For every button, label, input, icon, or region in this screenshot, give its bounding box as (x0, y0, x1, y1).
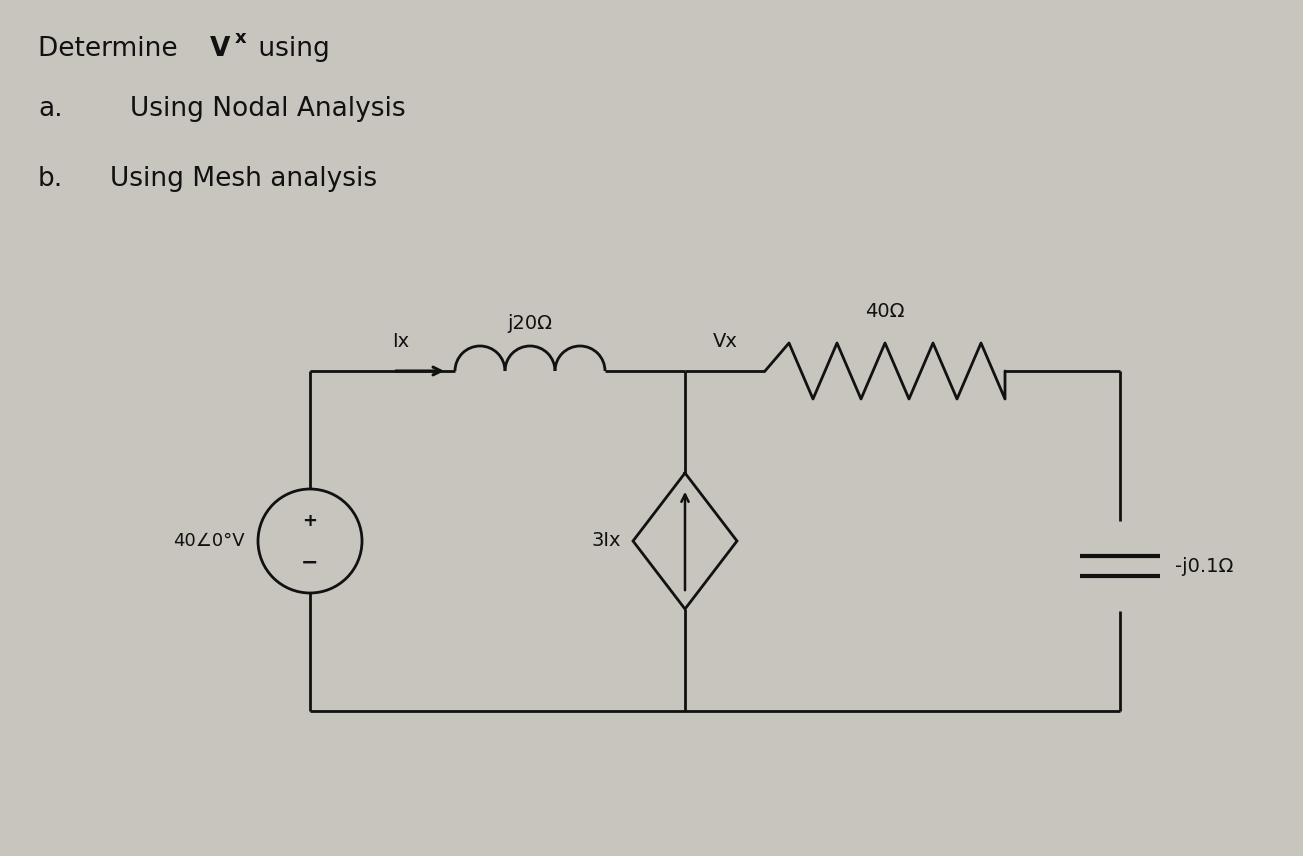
Text: V: V (210, 36, 231, 62)
Text: Vx: Vx (713, 332, 737, 351)
Text: using: using (250, 36, 330, 62)
Text: -j0.1Ω: -j0.1Ω (1175, 556, 1234, 575)
Text: 40∠0°V: 40∠0°V (173, 532, 245, 550)
Text: Ix: Ix (392, 332, 409, 351)
Text: −: − (301, 553, 319, 573)
Text: b.: b. (38, 166, 64, 192)
Text: a.: a. (38, 96, 63, 122)
Text: Determine: Determine (38, 36, 186, 62)
Text: x: x (235, 29, 246, 47)
Text: Using Nodal Analysis: Using Nodal Analysis (130, 96, 405, 122)
Text: +: + (302, 512, 318, 530)
Text: j20Ω: j20Ω (507, 314, 552, 333)
Text: 40Ω: 40Ω (865, 302, 904, 321)
Text: Using Mesh analysis: Using Mesh analysis (109, 166, 377, 192)
Text: 3Ix: 3Ix (592, 532, 622, 550)
